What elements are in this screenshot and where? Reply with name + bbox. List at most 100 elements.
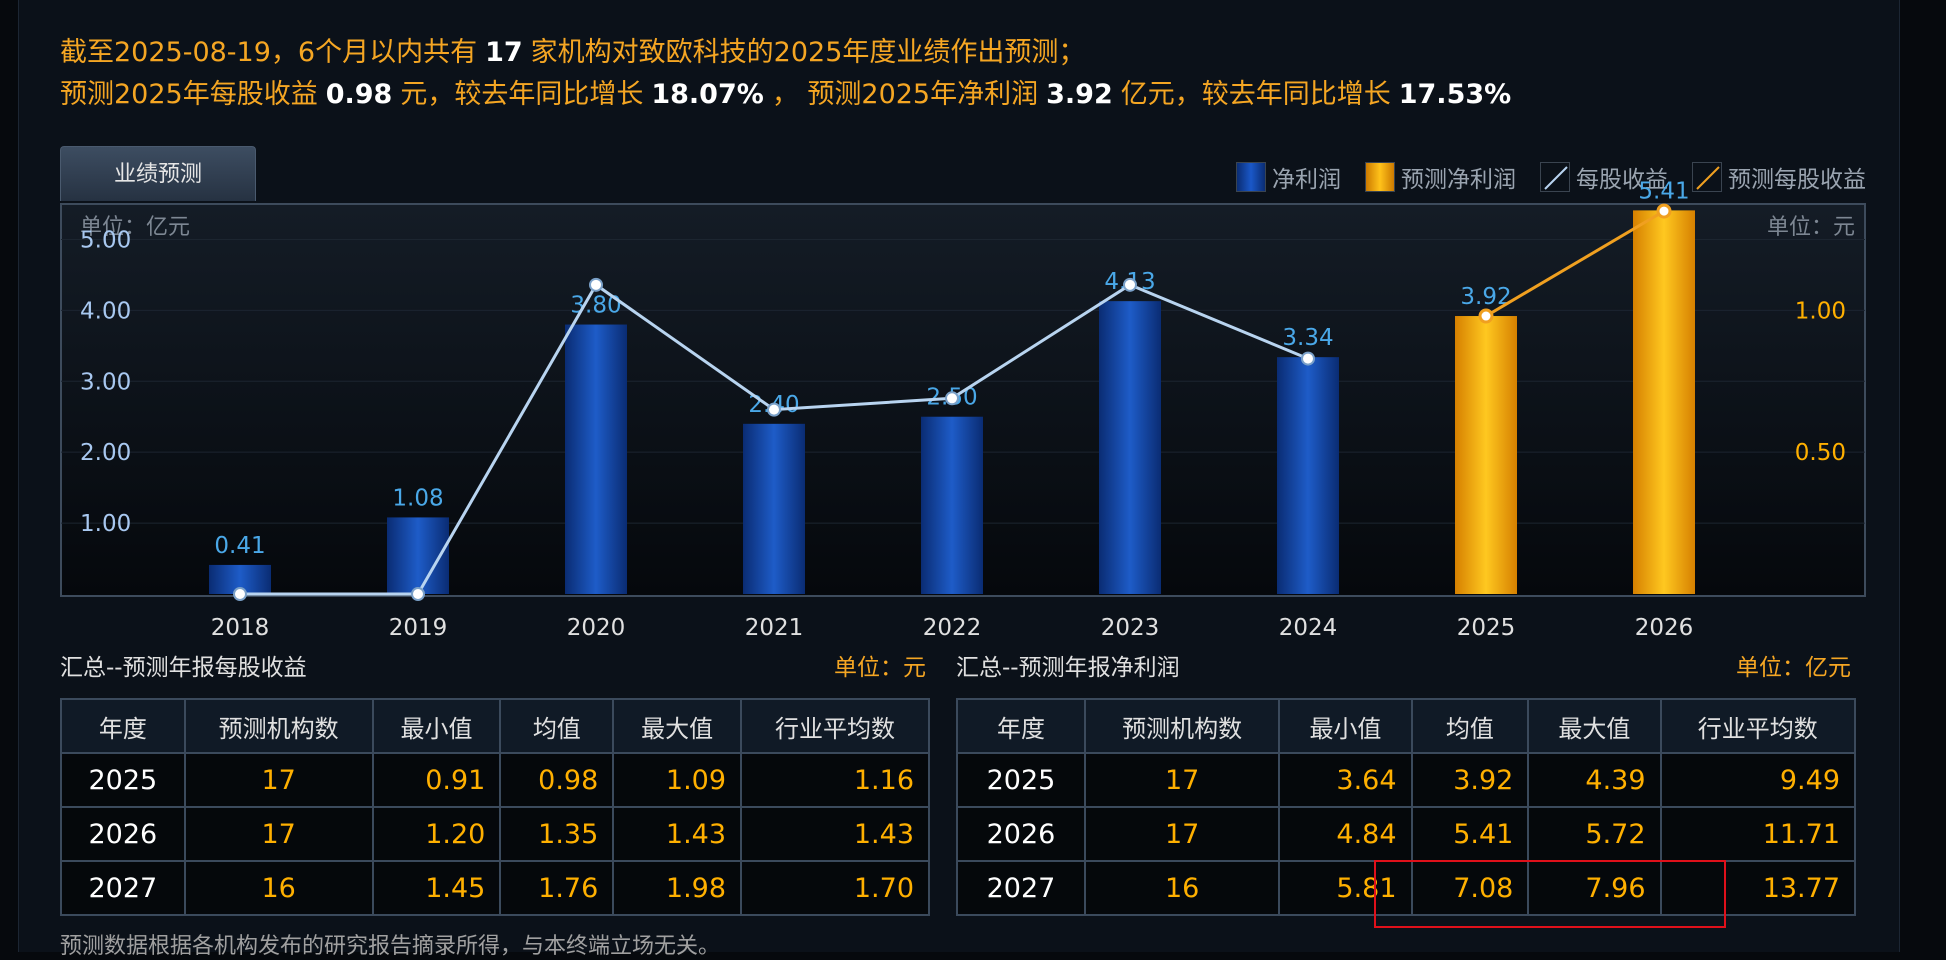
summary-text: 截至2025-08-19，6个月以内共有 [60, 37, 478, 68]
eps-table-title: 汇总--预测年报每股收益 [60, 655, 307, 681]
left-axis-tick-label: 1.00 [80, 511, 131, 537]
left-axis-tick-label: 5.00 [80, 227, 131, 253]
net-profit-table-unit: 单位：亿元 [1736, 655, 1851, 681]
table-cell: 5.41 [1410, 806, 1530, 862]
legend-eps[interactable]: 每股收益 [1540, 160, 1668, 194]
table-cell: 17 [183, 752, 374, 808]
bar-value-label: 3.34 [1282, 325, 1333, 351]
right-axis-tick-label: 0.50 [1795, 440, 1846, 466]
eps-point [411, 587, 425, 601]
eps-growth-value: 18.07% [651, 79, 764, 110]
table-cell: 1.09 [612, 752, 743, 808]
table-cell: 4.39 [1527, 752, 1662, 808]
table-cell: 1.98 [612, 860, 743, 916]
table-header-row: 年度 预测机构数 最小值 均值 最大值 行业平均数 [956, 698, 1857, 754]
highlight-box [1374, 860, 1726, 928]
right-axis-tick-label: 1.00 [1795, 298, 1846, 324]
table-row: 2025 17 0.91 0.98 1.09 1.16 [60, 752, 930, 808]
eps-point [1123, 277, 1137, 292]
col-mean: 均值 [499, 698, 615, 754]
table-cell: 1.70 [740, 860, 930, 916]
left-unit-label: 单位：亿元 [80, 215, 190, 240]
table-row: 2027 16 5.81 7.08 7.96 13.77 [956, 860, 1857, 916]
legend-swatch-blue [1236, 162, 1266, 192]
table-cell: 2027 [956, 860, 1086, 916]
summary-text: 家机构对致欧科技的2025年度业绩作出预测； [530, 37, 1086, 68]
eps-table-unit: 单位：元 [834, 655, 926, 681]
table-row: 2027 16 1.45 1.76 1.98 1.70 [60, 860, 930, 916]
x-axis-tick-label: 2023 [1101, 615, 1160, 640]
legend-net-profit[interactable]: 净利润 [1236, 160, 1341, 194]
net-profit-bar [1099, 301, 1161, 594]
col-year: 年度 [60, 698, 186, 754]
table-cell: 17 [183, 806, 374, 862]
legend-label: 净利润 [1272, 167, 1341, 193]
table-cell: 11.71 [1659, 806, 1857, 862]
table-cell: 1.35 [499, 806, 615, 862]
table-cell: 1.20 [371, 806, 502, 862]
net-profit-table-title: 汇总--预测年报净利润 [956, 655, 1180, 681]
net-profit-bar [921, 416, 983, 594]
x-axis-tick-label: 2021 [745, 615, 804, 640]
summary-text: ， 预测2025年净利润 [771, 79, 1039, 110]
table-cell: 5.81 [1278, 860, 1413, 916]
table-cell: 7.08 [1410, 860, 1530, 916]
eps-point [1301, 351, 1315, 366]
forecast-net-profit-bar [1633, 210, 1695, 594]
left-axis-tick-label: 4.00 [80, 298, 131, 324]
bar-value-label: 1.08 [392, 485, 443, 511]
legend-line-icon [1692, 162, 1722, 192]
legend-forecast-eps[interactable]: 预测每股收益 [1692, 160, 1866, 194]
table-cell: 16 [183, 860, 374, 916]
table-row: 2025 17 3.64 3.92 4.39 9.49 [956, 752, 1857, 808]
legend-label: 预测每股收益 [1728, 167, 1866, 193]
table-cell: 9.49 [1659, 752, 1857, 808]
table-cell: 3.92 [1410, 752, 1530, 808]
institution-count: 17 [485, 37, 523, 68]
table-cell: 1.45 [371, 860, 502, 916]
eps-point [945, 391, 959, 406]
legend-label: 预测净利润 [1401, 167, 1516, 193]
x-axis-tick-label: 2020 [567, 615, 626, 640]
eps-point [767, 402, 781, 417]
net-profit-bar [565, 324, 627, 594]
legend-label: 每股收益 [1576, 167, 1668, 193]
col-max: 最大值 [1527, 698, 1662, 754]
table-cell: 3.64 [1278, 752, 1413, 808]
table-cell: 2026 [956, 806, 1086, 862]
col-institution-count: 预测机构数 [183, 698, 374, 754]
right-unit-label: 单位：元 [1767, 215, 1855, 240]
table-cell: 5.72 [1527, 806, 1662, 862]
forecast-eps-value: 0.98 [325, 79, 393, 110]
summary-line-1: 截至2025-08-19，6个月以内共有 17 家机构对致欧科技的2025年度业绩作… [60, 30, 1085, 69]
table-cell: 0.98 [499, 752, 615, 808]
table-cell: 2025 [956, 752, 1086, 808]
bar-value-label: 5.41 [1638, 178, 1689, 204]
disclaimer-text: 预测数据根据各机构发布的研究报告摘录所得，与本终端立场无关。 [60, 934, 721, 959]
table-cell: 4.84 [1278, 806, 1413, 862]
col-min: 最小值 [1278, 698, 1413, 754]
performance-chart: 单位：亿元 单位：元 0.411.083.802.402.504.133.343… [60, 178, 1866, 640]
legend-forecast-net-profit[interactable]: 预测净利润 [1365, 160, 1516, 194]
forecast-eps-point [1478, 308, 1494, 324]
eps-forecast-table: 年度 预测机构数 最小值 均值 最大值 行业平均数 2025 17 0.91 0… [60, 698, 930, 916]
left-axis-tick-label: 2.00 [80, 440, 131, 466]
x-axis-tick-label: 2024 [1279, 615, 1338, 640]
eps-point [589, 277, 603, 292]
table-cell: 1.16 [740, 752, 930, 808]
chart-legend: 净利润 预测净利润 每股收益 预测每股收益 [1236, 160, 1866, 194]
table-cell: 7.96 [1527, 860, 1662, 916]
tab-performance-forecast[interactable]: 业绩预测 [60, 146, 256, 201]
eps-point [233, 587, 247, 601]
legend-line-icon [1540, 162, 1570, 192]
x-axis-tick-label: 2025 [1457, 615, 1516, 640]
col-min: 最小值 [371, 698, 502, 754]
table-cell: 17 [1083, 806, 1281, 862]
col-mean: 均值 [1410, 698, 1530, 754]
left-axis-tick-label: 3.00 [80, 369, 131, 395]
col-year: 年度 [956, 698, 1086, 754]
x-axis-tick-label: 2022 [923, 615, 982, 640]
table-cell: 16 [1083, 860, 1281, 916]
table-cell: 1.76 [499, 860, 615, 916]
forecast-eps-point [1656, 203, 1672, 219]
